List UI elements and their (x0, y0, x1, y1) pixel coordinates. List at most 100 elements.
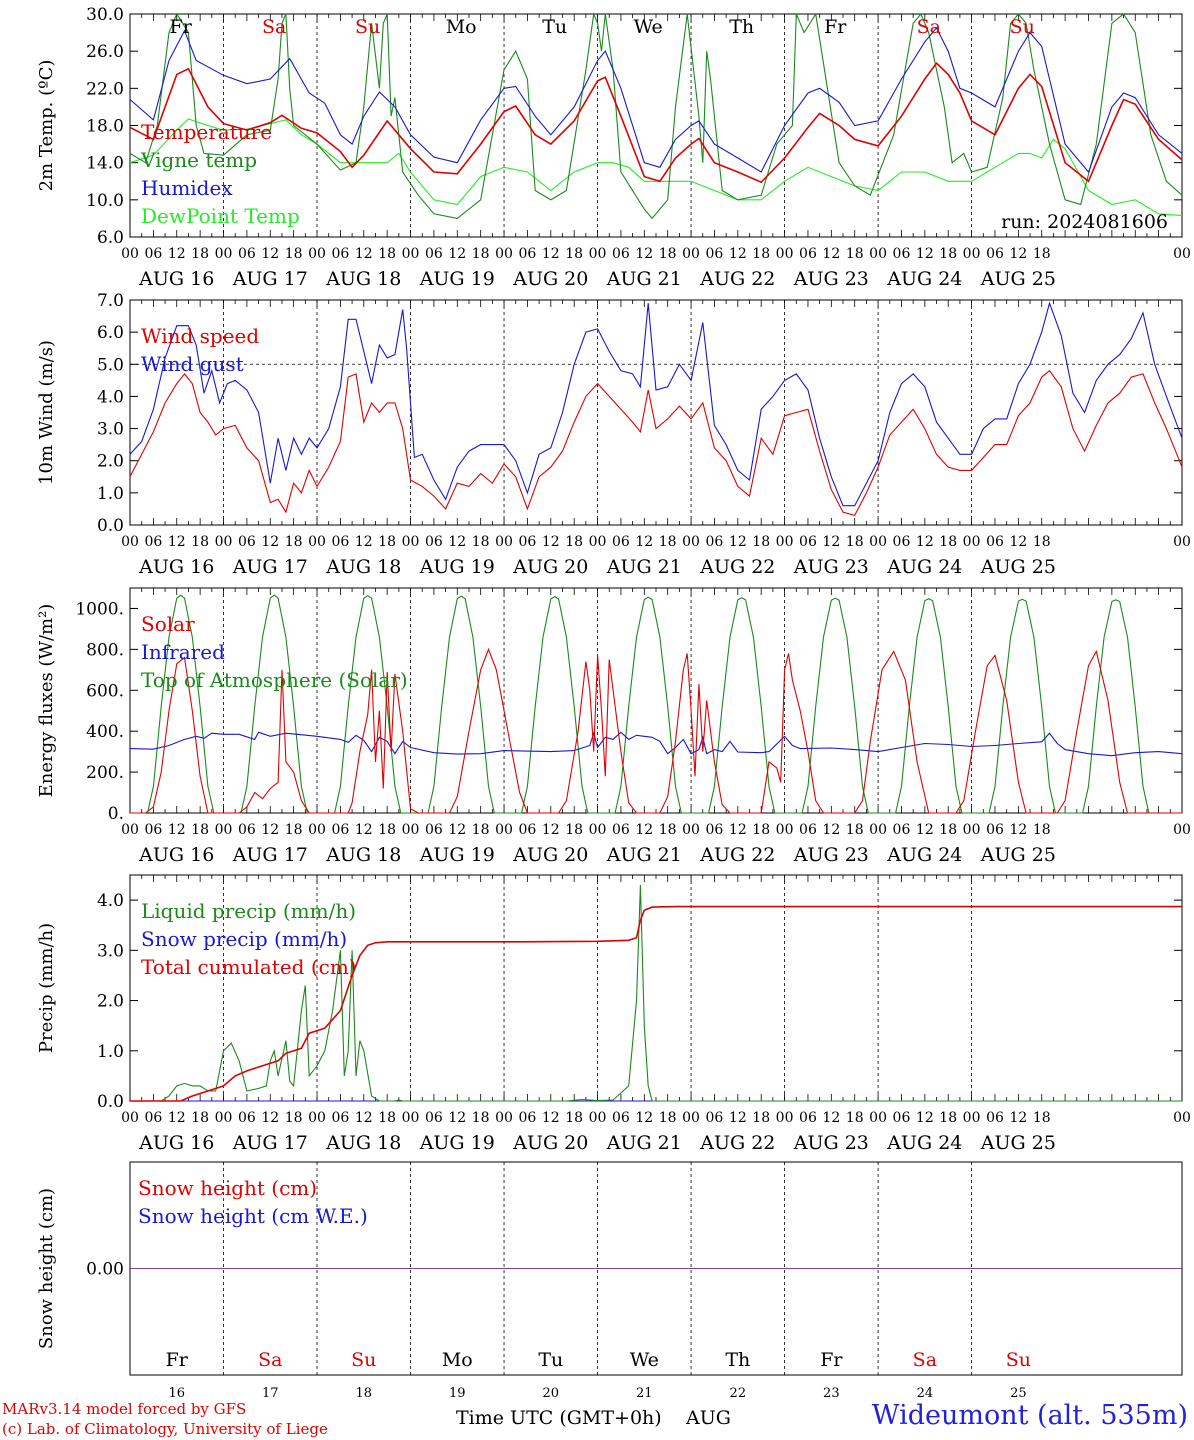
series-dewpoint-temp (129, 118, 1183, 217)
day-number: 17 (262, 1386, 279, 1401)
hour-tick-label: 06 (331, 246, 349, 262)
y-tick-label: 22.0 (86, 79, 124, 99)
date-label: AUG 17 (232, 268, 308, 290)
hour-tick-label: 00 (308, 246, 326, 262)
hour-tick-label: 06 (893, 1110, 911, 1126)
date-label: AUG 25 (980, 844, 1056, 866)
y-axis-title: 10m Wind (m/s) (36, 340, 57, 485)
date-label: AUG 20 (512, 268, 588, 290)
date-label: AUG 20 (512, 844, 588, 866)
date-label: AUG 16 (138, 1132, 214, 1154)
hour-tick-label: 12 (635, 246, 653, 262)
y-tick-label: 10.0 (86, 191, 124, 211)
hour-tick-label: 00 (869, 534, 887, 550)
hour-tick-label: 00 (215, 1110, 233, 1126)
hour-tick-label: 18 (191, 1110, 209, 1126)
y-tick-label: 3.0 (97, 941, 124, 961)
hour-tick-label: 18 (1033, 534, 1051, 550)
day-number: 22 (730, 1386, 747, 1401)
date-label: AUG 16 (138, 844, 214, 866)
hour-tick-label: 00 (308, 822, 326, 838)
hour-tick-label: 12 (635, 1110, 653, 1126)
hour-tick-label: 18 (659, 1110, 677, 1126)
hour-tick-label: 12 (448, 822, 466, 838)
hour-tick-label: 12 (261, 822, 279, 838)
hour-tick-label: 06 (519, 1110, 537, 1126)
hour-tick-label: 12 (822, 822, 840, 838)
date-label: AUG 18 (325, 844, 401, 866)
date-label: AUG 22 (699, 556, 775, 578)
station-name: Wideumont (alt. 535m) (871, 1400, 1188, 1431)
hour-tick-label: 00 (402, 534, 420, 550)
hour-tick-label: 12 (729, 534, 747, 550)
date-label: AUG 18 (325, 1132, 401, 1154)
legend-entry: Humidex (141, 176, 233, 200)
hour-tick-label: 06 (706, 534, 724, 550)
y-tick-label: 30.0 (86, 5, 124, 25)
hour-tick-label: 12 (916, 822, 934, 838)
day-label: Fr (166, 1349, 189, 1371)
hour-tick-label: 12 (448, 1110, 466, 1126)
hour-tick-label: 18 (659, 822, 677, 838)
hour-tick-label: 00 (402, 822, 420, 838)
hour-tick-label: 00 (121, 534, 139, 550)
hour-tick-label: 06 (238, 1110, 256, 1126)
y-tick-label: 7.0 (97, 291, 124, 311)
hour-tick-label: 18 (846, 246, 864, 262)
y-axis-title: Energy fluxes (W/m²) (36, 604, 57, 798)
run-annotation: run: 2024081606 (1001, 211, 1168, 233)
series-solar (130, 647, 1182, 814)
day-label: Su (355, 16, 380, 38)
hour-tick-label: 06 (238, 822, 256, 838)
time-axis-month: AUG (686, 1407, 731, 1429)
hour-tick-label: 06 (612, 534, 630, 550)
y-tick-label: 400. (86, 722, 124, 742)
day-label: Su (1010, 16, 1035, 38)
hour-tick-label: 06 (519, 534, 537, 550)
hour-tick-label: 18 (378, 822, 396, 838)
date-label: AUG 19 (419, 556, 495, 578)
hour-tick-label: 00 (589, 822, 607, 838)
hour-tick-label: 00 (308, 534, 326, 550)
hour-tick-label: 06 (706, 1110, 724, 1126)
hour-tick-label: 00 (589, 1110, 607, 1126)
hour-tick-label: 18 (565, 822, 583, 838)
hour-tick-label: 12 (1009, 1110, 1027, 1126)
day-label: Su (351, 1349, 376, 1371)
y-tick-label: 800. (86, 640, 124, 660)
hour-tick-label: 00 (215, 534, 233, 550)
hour-tick-label: 18 (1033, 1110, 1051, 1126)
y-tick-label: 3.0 (97, 420, 124, 440)
hour-tick-label: 12 (168, 822, 186, 838)
hour-tick-label: 12 (1009, 534, 1027, 550)
hour-tick-label: 18 (752, 534, 770, 550)
series-temperature (129, 61, 1183, 184)
y-tick-label: 6.0 (97, 228, 124, 248)
plot-frame (129, 587, 1183, 814)
hour-tick-label: 12 (635, 534, 653, 550)
series-infrared (129, 731, 1183, 757)
y-tick-label: 18.0 (86, 117, 124, 137)
day-label: Tu (538, 1349, 563, 1371)
hour-tick-label: 06 (331, 822, 349, 838)
hour-tick-label: 00 (963, 822, 981, 838)
day-label: Fr (824, 16, 847, 38)
hour-tick-label: 18 (285, 822, 303, 838)
y-tick-label: 6.0 (97, 323, 124, 343)
day-label: Mo (442, 1349, 473, 1371)
day-label: Sa (913, 1349, 937, 1371)
legend-entry: Wind speed (141, 324, 259, 348)
y-tick-label: 1.0 (97, 484, 124, 504)
hour-tick-label: 06 (612, 1110, 630, 1126)
legend-entry: Snow height (cm) (138, 1176, 317, 1200)
hour-tick-label: 00 (121, 1110, 139, 1126)
hour-tick-label: 06 (519, 246, 537, 262)
day-number: 25 (1010, 1386, 1027, 1401)
y-tick-label: 4.0 (97, 387, 124, 407)
y-tick-label: 200. (86, 763, 124, 783)
hour-tick-label: 12 (542, 822, 560, 838)
hour-tick-label: 18 (1033, 246, 1051, 262)
date-label: AUG 17 (232, 844, 308, 866)
date-label: AUG 17 (232, 1132, 308, 1154)
hour-tick-label: 18 (565, 1110, 583, 1126)
